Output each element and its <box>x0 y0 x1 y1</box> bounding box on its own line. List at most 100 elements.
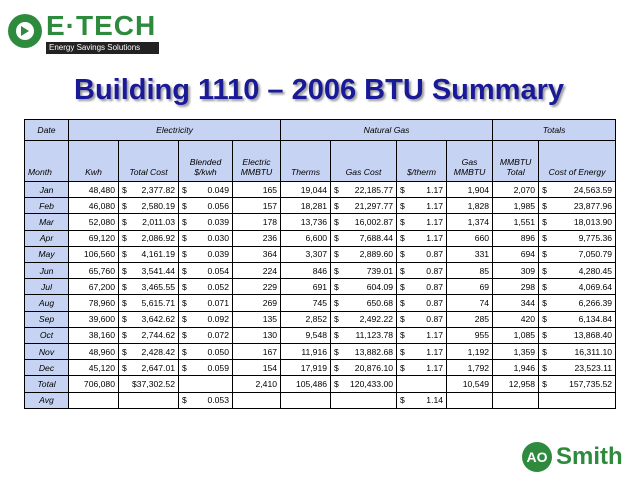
row-label: Dec <box>24 359 69 377</box>
table-cell: 9,548 <box>280 326 332 345</box>
recycle-icon <box>8 14 42 48</box>
column-header-cost-of-energy: Cost of Energy <box>538 140 617 182</box>
table-cell: 106,560 <box>68 245 119 264</box>
table-row: Total 706,080 $37,302.52 2,410 105,486 $120,4… <box>24 375 617 393</box>
column-header-total-cost: Total Cost <box>118 140 179 182</box>
table-cell: $13,882.68 <box>330 343 398 361</box>
column-header-gas-cost: Gas Cost <box>330 140 398 182</box>
table-cell: 2,852 <box>280 310 332 328</box>
table-cell: 39,600 <box>68 310 119 328</box>
table-row: Dec 45,120 $2,647.01 $0.059 154 17,919 $20,876… <box>24 359 617 377</box>
table-cell: 10,549 <box>446 375 494 393</box>
row-label: Jun <box>24 262 69 280</box>
table-cell: $13,868.40 <box>538 326 617 345</box>
table-cell: 1,985 <box>492 197 540 215</box>
table-cell: $157,735.52 <box>538 375 617 393</box>
table-cell: $20,876.10 <box>330 359 398 377</box>
table-cell: 69,120 <box>68 229 119 247</box>
table-cell: 846 <box>280 262 332 280</box>
table-cell: $7,050.79 <box>538 245 617 264</box>
column-header-mmbtu-total: MMBTU Total <box>492 140 540 182</box>
table-row: Oct 38,160 $2,744.62 $0.072 130 9,548 $11,123.… <box>24 326 617 345</box>
table-cell: 2,410 <box>231 375 282 393</box>
table-cell: $2,086.92 <box>118 229 179 247</box>
table-cell: 1,792 <box>446 359 494 377</box>
table-row: Nov 48,960 $2,428.42 $0.050 167 11,916 $13,882… <box>24 343 617 361</box>
table-cell: $0.053 <box>178 391 233 410</box>
table-cell: $0.87 <box>396 245 448 264</box>
table-cell <box>231 391 282 410</box>
table-cell: 309 <box>492 262 540 280</box>
table-cell: 46,080 <box>68 197 119 215</box>
table-cell: $0.056 <box>178 197 233 215</box>
row-label: Oct <box>24 326 69 345</box>
table-cell: $1.17 <box>396 326 448 345</box>
table-cell: $22,185.77 <box>330 180 398 199</box>
table-cell: 6,600 <box>280 229 332 247</box>
table-cell <box>492 391 540 410</box>
table-cell: $2,377.82 <box>118 180 179 199</box>
table-cell: 178 <box>231 213 282 231</box>
table-cell: 691 <box>280 278 332 296</box>
table-cell: $23,523.11 <box>538 359 617 377</box>
table-cell: $7,688.44 <box>330 229 398 247</box>
date-group-header: Date <box>24 119 69 141</box>
table-row: Sep 39,600 $3,642.62 $0.092 135 2,852 $2,492.2… <box>24 310 617 328</box>
table-cell: 1,085 <box>492 326 540 345</box>
table-cell: $2,580.19 <box>118 197 179 215</box>
table-cell: $4,069.64 <box>538 278 617 296</box>
table-cell: $37,302.52 <box>118 375 179 393</box>
table-cell: 135 <box>231 310 282 328</box>
table-cell: $2,647.01 <box>118 359 179 377</box>
table-cell: 745 <box>280 294 332 312</box>
table-cell: $6,266.39 <box>538 294 617 312</box>
table-cell: 1,192 <box>446 343 494 361</box>
table-cell: 38,160 <box>68 326 119 345</box>
table-cell: 706,080 <box>68 375 119 393</box>
table-cell: 19,044 <box>280 180 332 199</box>
table-cell: $18,013.90 <box>538 213 617 231</box>
etech-tagline: Energy Savings Solutions <box>46 42 159 54</box>
row-label: Nov <box>24 343 69 361</box>
table-cell <box>538 391 617 410</box>
column-header-month: Month <box>24 140 69 182</box>
ao-smith-logo: AO Smith <box>518 440 636 476</box>
table-cell: $3,541.44 <box>118 262 179 280</box>
table-cell: 130 <box>231 326 282 345</box>
totals-group-header: Totals <box>492 119 617 141</box>
table-cell: 331 <box>446 245 494 264</box>
table-row: Avg $0.053 $1.14 <box>24 391 617 410</box>
table-cell: $0.054 <box>178 262 233 280</box>
table-cell: 167 <box>231 343 282 361</box>
table-cell: 154 <box>231 359 282 377</box>
column-header-row: Month Kwh Total Cost Blended $/kwh Electric … <box>24 140 617 182</box>
table-cell: 1,904 <box>446 180 494 199</box>
table-cell: $1.17 <box>396 359 448 377</box>
table-cell: $1.17 <box>396 180 448 199</box>
table-cell: 1,946 <box>492 359 540 377</box>
table-cell: $604.09 <box>330 278 398 296</box>
table-cell: $5,615.71 <box>118 294 179 312</box>
table-cell: 11,916 <box>280 343 332 361</box>
table-cell: $4,161.19 <box>118 245 179 264</box>
row-label: May <box>24 245 69 264</box>
table-cell: $2,428.42 <box>118 343 179 361</box>
table-cell: $1.14 <box>396 391 448 410</box>
table-cell: $3,642.62 <box>118 310 179 328</box>
table-cell: 694 <box>492 245 540 264</box>
table-cell <box>396 375 448 393</box>
table-cell: 48,480 <box>68 180 119 199</box>
table-cell: $4,280.45 <box>538 262 617 280</box>
table-cell: $650.68 <box>330 294 398 312</box>
table-cell: 12,958 <box>492 375 540 393</box>
table-cell: 52,080 <box>68 213 119 231</box>
table-cell: $16,002.87 <box>330 213 398 231</box>
table-cell: $2,744.62 <box>118 326 179 345</box>
group-header-row: Date Electricity Natural Gas Totals <box>24 119 617 141</box>
table-cell: 229 <box>231 278 282 296</box>
table-cell: $24,563.59 <box>538 180 617 199</box>
table-cell: $739.01 <box>330 262 398 280</box>
table-cell: $3,465.55 <box>118 278 179 296</box>
table-cell: $1.17 <box>396 197 448 215</box>
table-cell: $0.059 <box>178 359 233 377</box>
